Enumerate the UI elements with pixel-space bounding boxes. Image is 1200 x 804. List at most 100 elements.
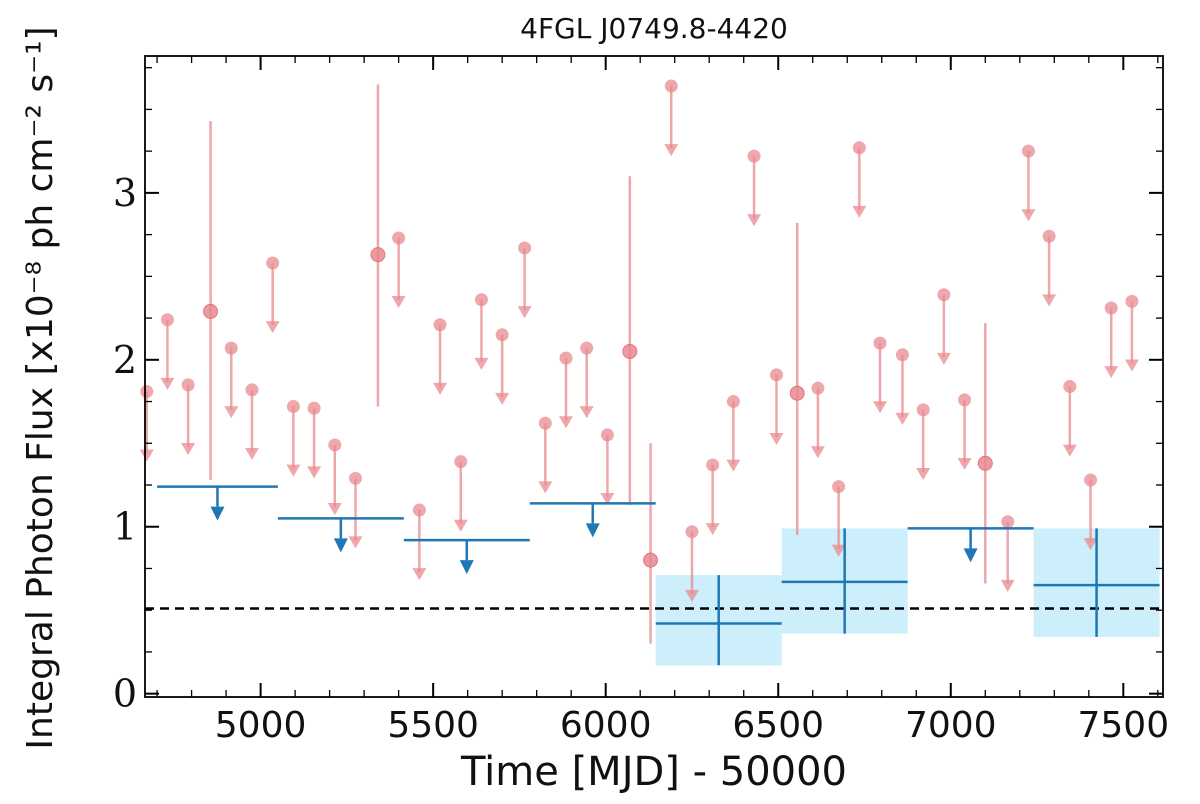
fine-upper-limit-arrow [559,416,574,429]
coarse-band-layer [655,528,1160,666]
fine-upper-limit-point [1084,473,1098,487]
fine-upper-limit-point [580,341,594,355]
fine-upper-limit-arrow [265,321,280,334]
fine-upper-limit-point [495,328,509,342]
fine-upper-limit-point [538,416,552,430]
fine-upper-limit-arrow [747,214,762,227]
plot-frame [144,55,1164,698]
fine-upper-limit-point [328,438,342,452]
fine-upper-limit-arrow [705,523,720,536]
fine-upper-limit-arrow [495,392,510,405]
fine-upper-limit-arrow [831,544,846,557]
fine-upper-limit-point [307,401,321,415]
fine-detection-point [203,303,219,319]
fine-detection-point [643,552,659,568]
fine-upper-limit-point [181,378,195,392]
fine-detection-point [977,455,993,471]
fine-upper-limit-point [747,149,761,163]
fine-upper-limit-arrow [873,401,888,414]
x-tick-label: 6000 [560,705,652,746]
fine-upper-limit-arrow [664,144,679,157]
fine-upper-limit-point [958,393,972,407]
fine-upper-limit-arrow [433,382,448,395]
y-axis-label: Integral Photon Flux [x10⁻⁸ ph cm⁻² s⁻¹] [20,26,61,749]
fine-upper-limit-arrow [769,432,784,445]
fine-upper-limit-arrow [1021,209,1036,222]
fine-upper-limit-point [392,231,406,245]
coarse-upper-limit-arrow [585,523,600,538]
y-tick-label: 0 [113,672,137,716]
fine-upper-limit-arrow [1104,366,1119,379]
fine-upper-limit-arrow [916,467,931,480]
fine-upper-limit-point [349,471,363,485]
fine-upper-limit-arrow [810,446,825,459]
x-tick-label: 6500 [732,705,824,746]
fine-upper-limit-point [1001,515,1015,529]
fine-upper-limit-point [873,336,887,350]
fine-upper-limit-arrow [139,449,154,462]
fine-upper-limit-point [559,351,573,365]
fine-upper-limit-arrow [160,377,175,390]
fine-upper-limit-point [685,525,699,539]
x-axis-label: Time [MJD] - 50000 [460,749,847,795]
fine-upper-limit-point [433,318,447,332]
fine-upper-limit-point [1021,144,1035,158]
fine-upper-limit-arrow [1062,444,1077,457]
fine-upper-limit-arrow [895,412,910,425]
axes-layer: 5000 5500 6000 6500 7000 7500 0 1 2 3 [113,55,1170,746]
fine-upper-limit-arrow [538,481,553,494]
fine-bin-layer [139,79,1139,644]
fine-upper-limit-arrow [1124,359,1139,372]
x-tick-label: 5500 [387,705,479,746]
fine-upper-limit-point [454,455,468,469]
y-tick-label: 3 [113,171,137,215]
fine-upper-limit-point [1125,294,1139,308]
coarse-upper-limit-arrow [963,548,978,563]
fine-upper-limit-arrow [453,519,468,532]
fine-upper-limit-arrow [327,503,342,516]
fine-upper-limit-point [600,428,614,442]
fine-upper-limit-point [412,503,426,517]
fine-upper-limit-point [706,458,720,472]
fine-upper-limit-point [664,79,678,93]
coarse-upper-limit-arrow [210,506,225,521]
fine-upper-limit-arrow [726,459,741,472]
coarse-upper-limit-arrow [333,538,348,553]
fine-upper-limit-point [852,141,866,155]
fine-upper-limit-arrow [348,536,363,549]
fine-upper-limit-point [1104,301,1118,315]
x-tick-label: 7000 [905,705,997,746]
fine-upper-limit-arrow [684,589,699,602]
fine-upper-limit-arrow [517,306,532,319]
x-tick-label: 7500 [1078,705,1170,746]
y-tick-label: 1 [113,505,137,549]
fine-upper-limit-arrow [579,406,594,419]
fine-upper-limit-arrow [224,406,239,419]
fine-upper-limit-arrow [1083,538,1098,551]
fine-detection-point [622,343,638,359]
fine-upper-limit-point [266,256,280,270]
fine-upper-limit-arrow [244,447,259,460]
fine-upper-limit-arrow [412,568,427,581]
fine-upper-limit-point [770,368,784,382]
fine-upper-limit-arrow [936,352,951,365]
fine-upper-limit-arrow [391,296,406,309]
fine-detection-point [789,385,805,401]
coarse-upper-limit-arrow [459,560,474,575]
y-tick-label: 2 [113,338,137,382]
fine-upper-limit-point [1063,380,1077,394]
fine-upper-limit-point [286,400,300,414]
fine-upper-limit-arrow [600,493,615,506]
fine-upper-limit-point [245,383,259,397]
fine-upper-limit-point [140,385,154,399]
fine-upper-limit-arrow [474,357,489,370]
fine-upper-limit-point [916,403,930,417]
x-tick-label: 5000 [215,705,307,746]
fine-upper-limit-arrow [1000,579,1015,592]
coarse-bin-layer [157,485,1160,666]
fine-upper-limit-point [160,313,174,327]
fine-upper-limit-arrow [181,442,196,455]
fine-upper-limit-point [474,293,488,307]
